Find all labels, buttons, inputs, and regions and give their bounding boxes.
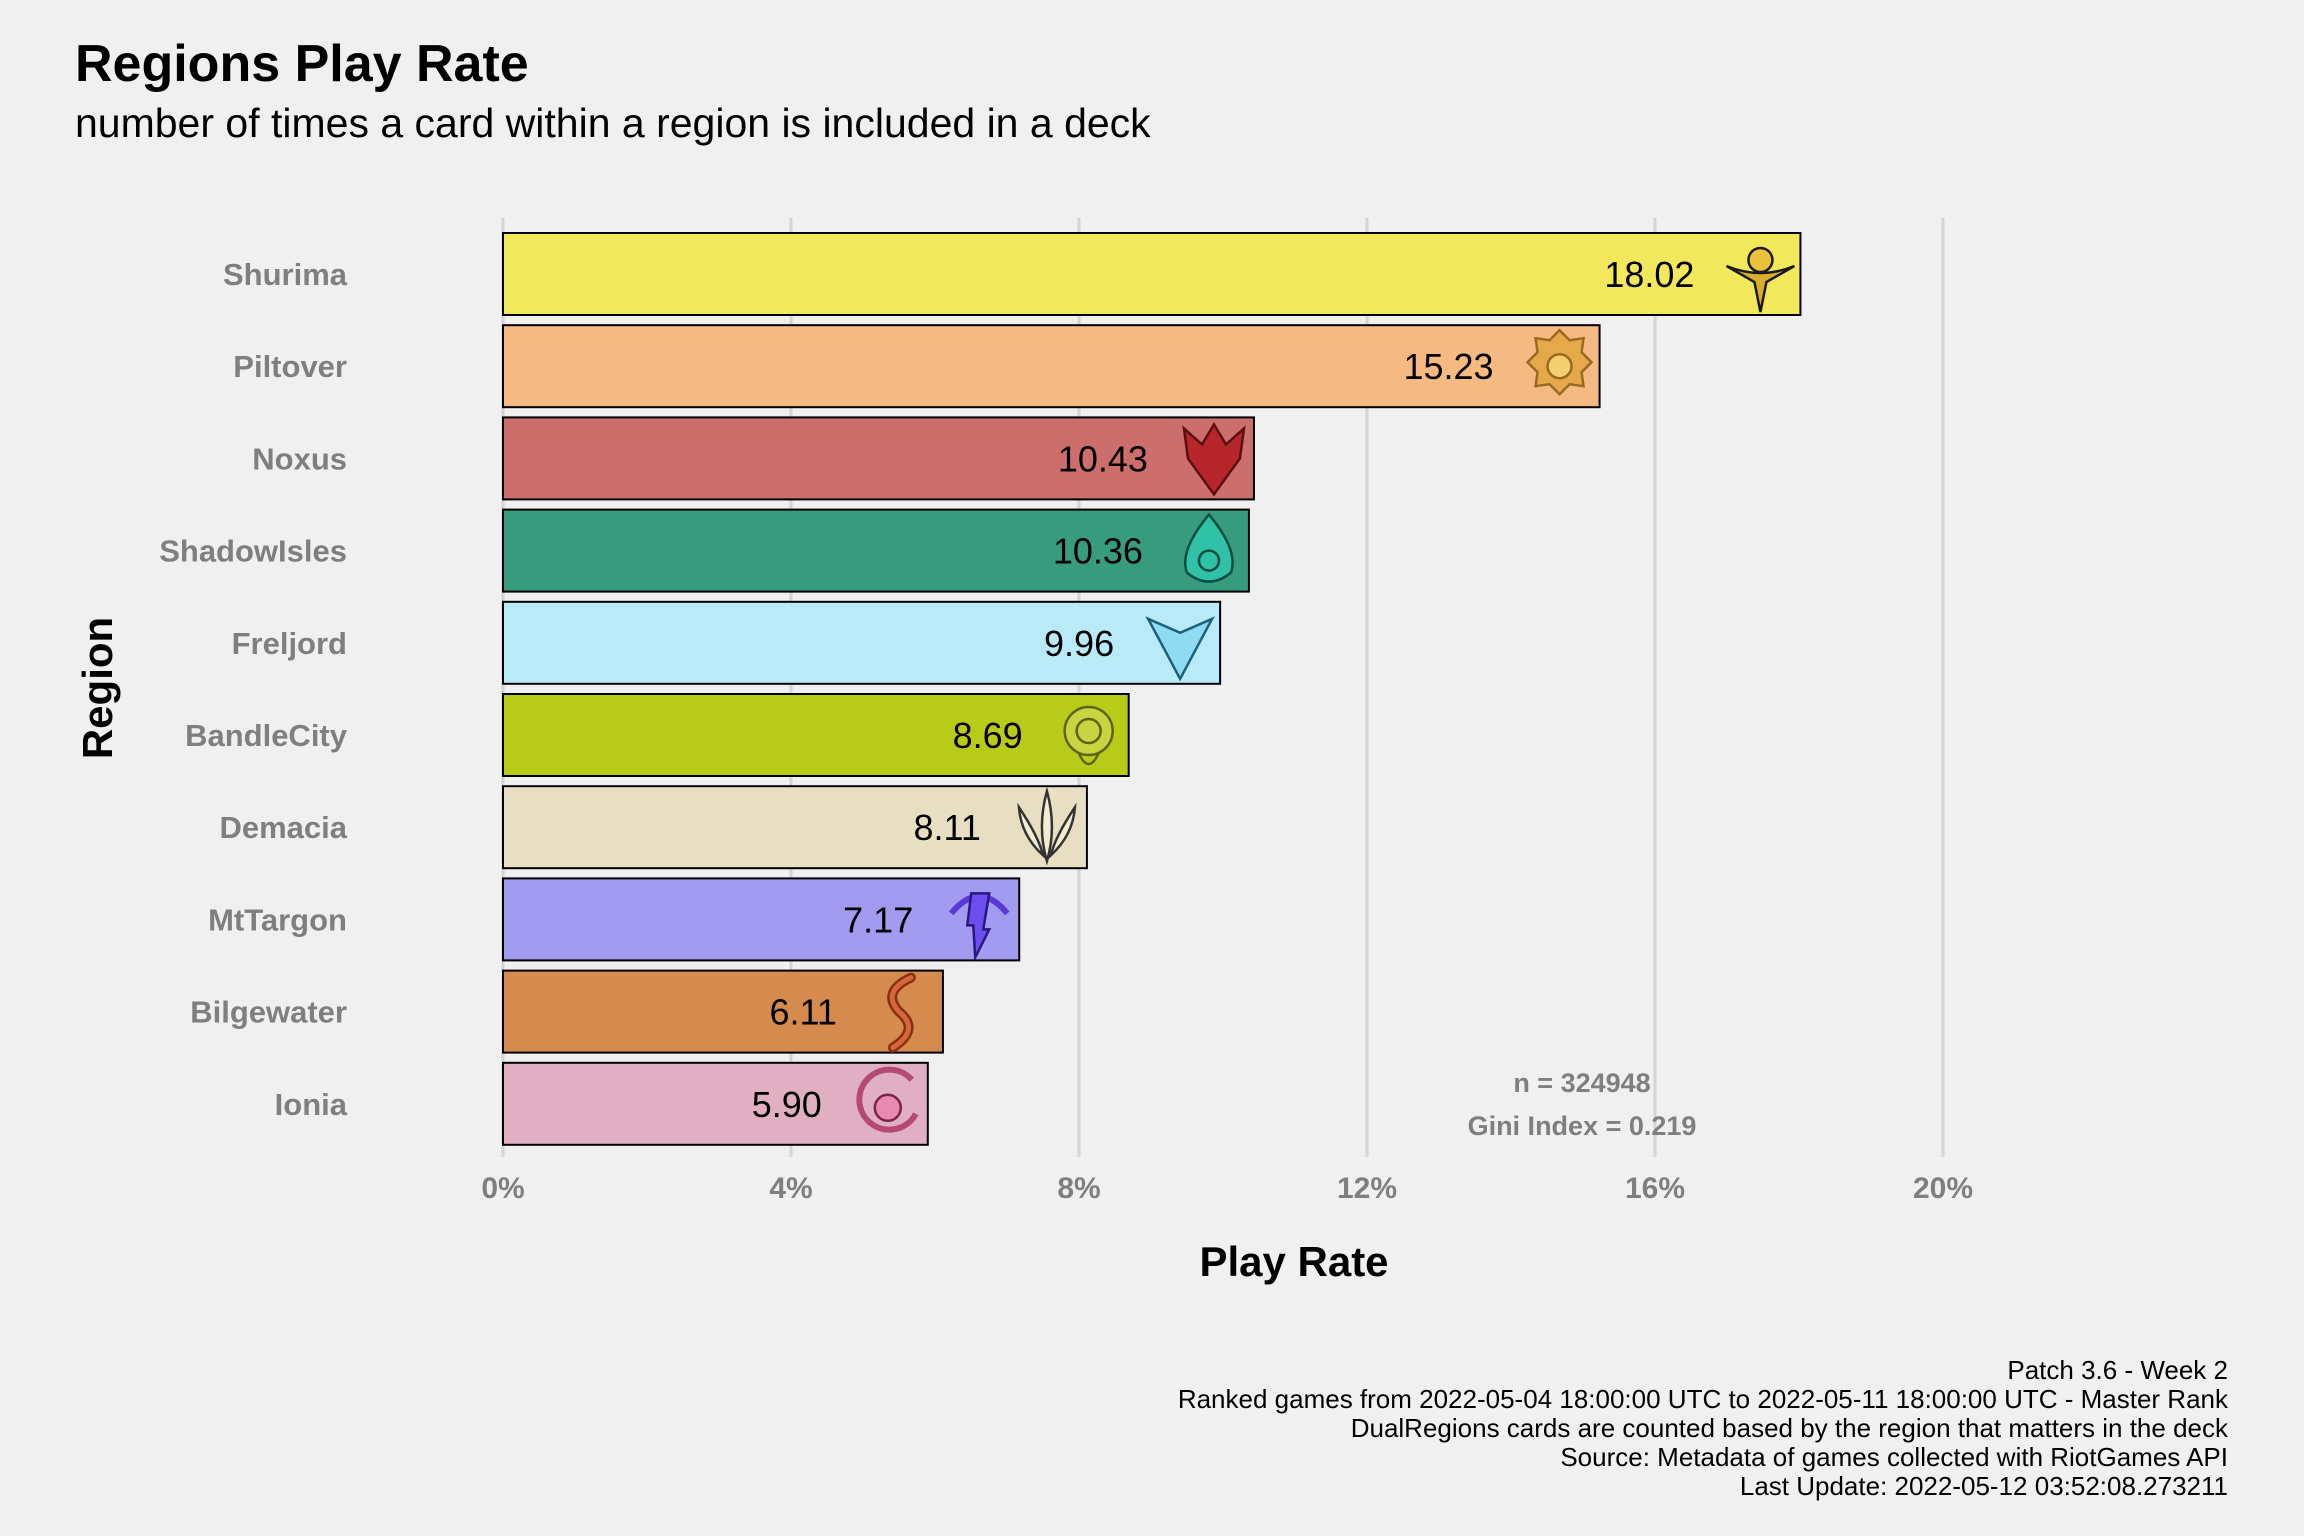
bandlecity-emblem-icon bbox=[1063, 705, 1114, 766]
y-tick-label: Piltover bbox=[233, 349, 347, 384]
chart-subtitle: number of times a card within a region i… bbox=[75, 100, 1151, 146]
caption-line: DualRegions cards are counted based by t… bbox=[1350, 1413, 2228, 1443]
freljord-emblem-icon bbox=[1145, 616, 1215, 682]
x-tick-label: 12% bbox=[1337, 1172, 1397, 1205]
bar-value-label: 15.23 bbox=[1403, 346, 1493, 387]
bar-value-label: 9.96 bbox=[1044, 623, 1114, 664]
y-tick-label: ShadowIsles bbox=[159, 534, 347, 569]
y-tick-label: Noxus bbox=[252, 441, 347, 476]
bar bbox=[502, 693, 1130, 777]
chart-title: Regions Play Rate bbox=[75, 35, 529, 93]
caption-line: Patch 3.6 - Week 2 bbox=[2007, 1355, 2228, 1385]
bar-value-label: 8.11 bbox=[914, 807, 981, 848]
bar-value-label: 10.43 bbox=[1058, 438, 1148, 479]
caption-line: Last Update: 2022-05-12 03:52:08.273211 bbox=[1739, 1471, 2228, 1501]
shadowisles-emblem-icon bbox=[1183, 512, 1234, 583]
demacia-emblem-icon bbox=[1017, 786, 1077, 866]
y-axis-title: Region bbox=[74, 617, 121, 759]
y-tick-label: BandleCity bbox=[185, 718, 348, 753]
sample-size-note: n = 324948 bbox=[1513, 1068, 1650, 1098]
caption-line: Source: Metadata of games collected with… bbox=[1560, 1442, 2228, 1472]
bar-value-label: 5.90 bbox=[752, 1084, 822, 1125]
caption: Patch 3.6 - Week 2 Ranked games from 202… bbox=[1178, 1356, 2228, 1501]
x-axis-title: Play Rate bbox=[1199, 1238, 1388, 1285]
bar bbox=[502, 785, 1088, 870]
bar bbox=[502, 508, 1250, 593]
x-tick-label: 4% bbox=[769, 1172, 812, 1205]
y-tick-label: MtTargon bbox=[208, 902, 347, 937]
bilgewater-emblem-icon bbox=[887, 972, 916, 1053]
y-tick-label: Ionia bbox=[275, 1087, 348, 1122]
bar bbox=[502, 600, 1222, 685]
y-tick-label: Demacia bbox=[219, 810, 347, 845]
mttargon-emblem-icon bbox=[948, 892, 1010, 963]
y-tick-label: Bilgewater bbox=[190, 995, 347, 1030]
x-tick-label: 16% bbox=[1625, 1172, 1685, 1205]
bar bbox=[502, 324, 1601, 409]
ionia-emblem-icon bbox=[856, 1066, 919, 1133]
bar-value-label: 7.17 bbox=[843, 899, 913, 940]
x-tick-label: 0% bbox=[481, 1172, 524, 1205]
x-tick-label: 8% bbox=[1057, 1172, 1100, 1205]
bar-value-label: 18.02 bbox=[1604, 254, 1694, 295]
bar bbox=[502, 232, 1802, 316]
caption-line: Ranked games from 2022-05-04 18:00:00 UT… bbox=[1177, 1384, 2228, 1414]
bars: 18.02 15.23 10.43 10.36 9.96 8.69 8.11 7.17 6.11… bbox=[502, 232, 1802, 1146]
piltover-emblem-icon bbox=[1525, 328, 1594, 396]
gini-index-note: Gini Index = 0.219 bbox=[1468, 1111, 1697, 1141]
noxus-emblem-icon bbox=[1182, 421, 1246, 497]
x-tick-label: 20% bbox=[1913, 1172, 1973, 1205]
shurima-emblem-icon bbox=[1725, 246, 1796, 313]
y-tick-label: Shurima bbox=[223, 257, 348, 292]
bar bbox=[502, 1061, 929, 1146]
y-axis-ticks: Shurima Piltover Noxus ShadowIsles Freljord B… bbox=[159, 257, 348, 1122]
bar-value-label: 10.36 bbox=[1053, 531, 1143, 572]
bar-value-label: 8.69 bbox=[953, 715, 1023, 756]
y-tick-label: Freljord bbox=[232, 626, 347, 661]
x-axis-ticks: 0% 4% 8% 12% 16% 20% bbox=[481, 1172, 1973, 1205]
bar bbox=[502, 969, 944, 1054]
bar-value-label: 6.11 bbox=[770, 992, 837, 1033]
bar bbox=[502, 877, 1021, 962]
bar bbox=[502, 416, 1255, 501]
